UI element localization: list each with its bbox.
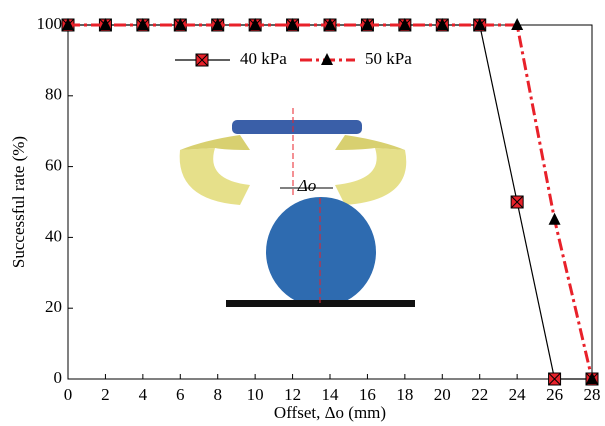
offset-annotation: Δo [297, 176, 316, 195]
finger-left-top [180, 135, 250, 150]
x-tick-label: 18 [396, 385, 413, 404]
x-tick-label: 0 [64, 385, 73, 404]
x-tick-label: 14 [322, 385, 340, 404]
x-tick-label: 6 [176, 385, 185, 404]
x-tick-label: 8 [213, 385, 222, 404]
y-tick-label: 80 [45, 85, 62, 104]
x-tick-label: 10 [247, 385, 264, 404]
finger-left [180, 148, 250, 205]
x-tick-label: 2 [101, 385, 110, 404]
y-tick-label: 40 [45, 226, 62, 245]
y-axis-label: Successful rate (%) [9, 136, 28, 268]
finger-right-top [335, 135, 405, 150]
x-tick-label: 28 [584, 385, 601, 404]
x-tick-label: 22 [471, 385, 488, 404]
x-axis-label: Offset, Δo (mm) [274, 403, 386, 422]
x-tick-label: 4 [139, 385, 148, 404]
y-tick-label: 0 [54, 368, 63, 387]
marker [549, 213, 561, 225]
finger-right [335, 148, 406, 205]
chart: Δo Offset, Δo (mm) Successful rate (%) 0… [0, 0, 605, 426]
y-tick-label: 20 [45, 297, 62, 316]
ball [266, 197, 376, 307]
x-tick-label: 16 [359, 385, 376, 404]
gripper-base [232, 120, 362, 134]
legend-label: 40 kPa [240, 49, 287, 68]
marker [549, 373, 561, 385]
marker [511, 196, 523, 208]
x-tick-label: 20 [434, 385, 451, 404]
x-tick-label: 26 [546, 385, 563, 404]
x-tick-label: 12 [284, 385, 301, 404]
legend-marker [196, 54, 208, 66]
y-tick-label: 60 [45, 156, 62, 175]
legend-label: 50 kPa [365, 49, 412, 68]
photo: Δo [180, 108, 415, 307]
x-tick-label: 24 [509, 385, 527, 404]
y-tick-label: 100 [37, 14, 63, 33]
